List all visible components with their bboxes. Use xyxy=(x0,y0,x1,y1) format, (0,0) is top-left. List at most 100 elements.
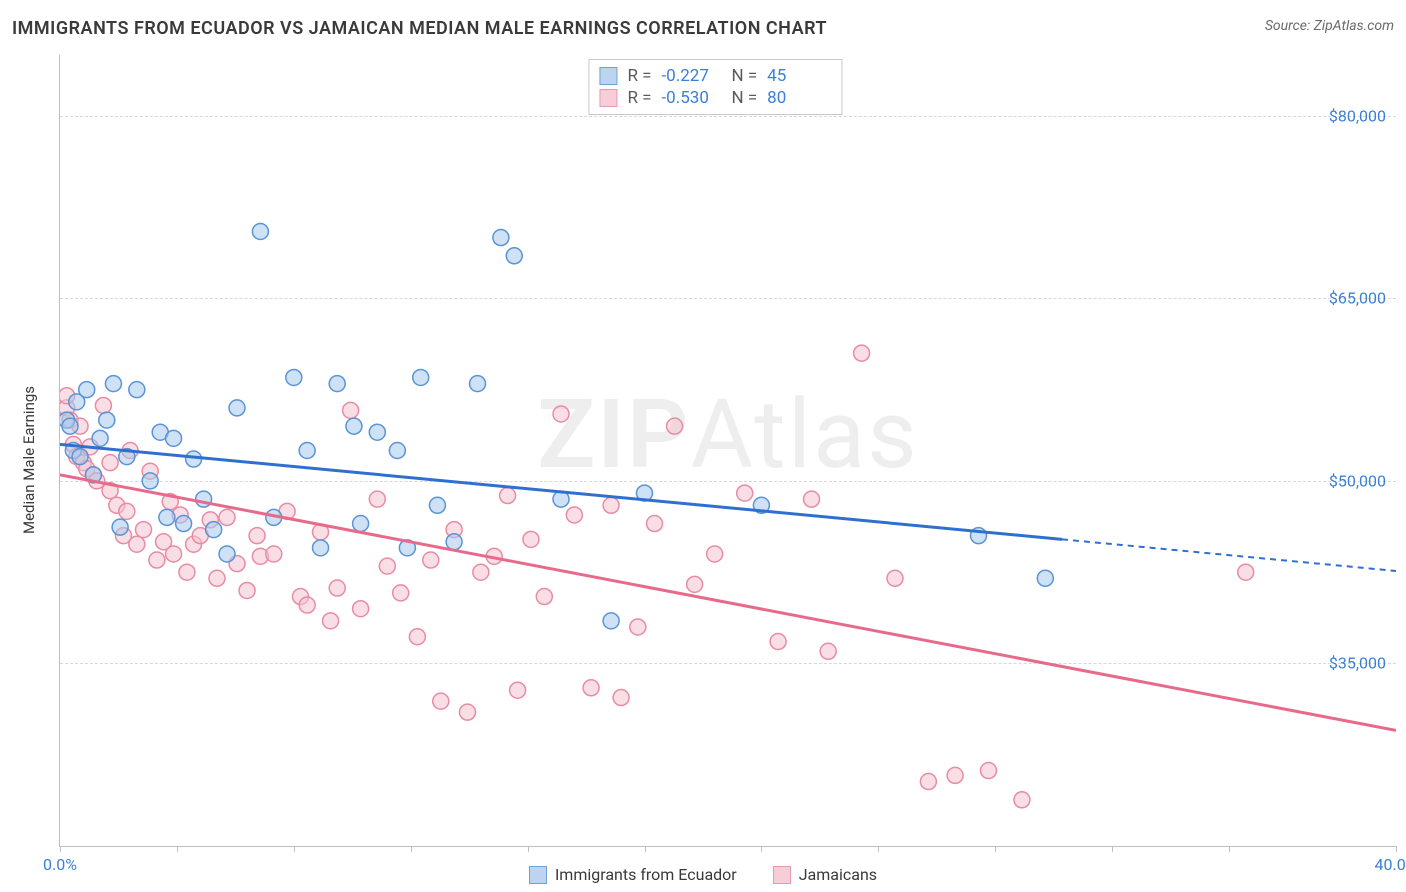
correlation-stats-box: R = -0.227 N = 45 R = -0.530 N = 80 xyxy=(588,59,842,115)
data-point xyxy=(323,613,339,629)
plot-area: Median Male Earnings ZIPAtlas R = -0.227… xyxy=(47,55,1396,847)
x-tick xyxy=(294,846,295,852)
data-point xyxy=(136,522,152,538)
data-point xyxy=(770,634,786,650)
data-point xyxy=(413,369,429,385)
data-point xyxy=(105,376,121,392)
data-point xyxy=(112,519,128,535)
data-point xyxy=(62,418,78,434)
legend-item-series2: Jamaicans xyxy=(773,865,877,884)
x-tick xyxy=(60,846,61,852)
data-point xyxy=(92,430,108,446)
x-tick xyxy=(1229,846,1230,852)
data-point xyxy=(470,376,486,392)
data-point xyxy=(79,382,95,398)
data-point xyxy=(429,497,445,513)
r-value: -0.530 xyxy=(661,88,721,108)
series1-swatch-icon xyxy=(599,67,617,85)
data-point xyxy=(613,690,629,706)
data-point xyxy=(506,248,522,264)
data-point xyxy=(313,540,329,556)
data-point xyxy=(409,629,425,645)
data-point xyxy=(95,397,111,413)
series2-swatch-icon xyxy=(599,89,617,107)
source-name: ZipAtlas.com xyxy=(1314,18,1394,34)
data-point xyxy=(179,564,195,580)
data-point xyxy=(299,597,315,613)
data-point xyxy=(353,601,369,617)
data-point xyxy=(159,509,175,525)
y-axis-label: Median Male Earnings xyxy=(20,386,38,534)
scatter-svg xyxy=(60,55,1396,846)
data-point xyxy=(206,522,222,538)
data-point xyxy=(129,536,145,552)
data-point xyxy=(920,774,936,790)
data-point xyxy=(566,507,582,523)
data-point xyxy=(707,546,723,562)
series2-swatch-icon xyxy=(773,866,791,884)
data-point xyxy=(500,488,516,504)
legend-label: Jamaicans xyxy=(799,865,877,884)
data-point xyxy=(299,443,315,459)
data-point xyxy=(1014,792,1030,808)
data-point xyxy=(343,402,359,418)
data-point xyxy=(820,643,836,659)
bottom-legend: Immigrants from Ecuador Jamaicans xyxy=(0,865,1406,884)
data-point xyxy=(459,704,475,720)
data-point xyxy=(446,534,462,550)
data-point xyxy=(603,497,619,513)
data-point xyxy=(166,546,182,562)
data-point xyxy=(239,582,255,598)
data-point xyxy=(393,585,409,601)
x-tick xyxy=(878,846,879,852)
data-point xyxy=(804,491,820,507)
data-point xyxy=(346,418,362,434)
trend-line xyxy=(1062,539,1396,571)
n-value: 45 xyxy=(767,66,827,86)
trend-line xyxy=(60,475,1396,731)
data-point xyxy=(473,564,489,580)
data-point xyxy=(536,589,552,605)
data-point xyxy=(981,763,997,779)
chart-container: IMMIGRANTS FROM ECUADOR VS JAMAICAN MEDI… xyxy=(0,0,1406,892)
x-tick xyxy=(411,846,412,852)
n-value: 80 xyxy=(767,88,827,108)
data-point xyxy=(129,382,145,398)
data-point xyxy=(1037,570,1053,586)
chart-title: IMMIGRANTS FROM ECUADOR VS JAMAICAN MEDI… xyxy=(12,18,827,39)
x-tick xyxy=(177,846,178,852)
data-point xyxy=(493,230,509,246)
y-tick-label: $35,000 xyxy=(1329,654,1386,673)
n-label: N = xyxy=(731,88,757,108)
data-point xyxy=(119,503,135,519)
data-point xyxy=(647,516,663,532)
data-point xyxy=(433,693,449,709)
stat-row: R = -0.530 N = 80 xyxy=(599,88,827,108)
x-tick xyxy=(761,846,762,852)
source-citation: Source: ZipAtlas.com xyxy=(1265,18,1394,34)
data-point xyxy=(266,546,282,562)
r-value: -0.227 xyxy=(661,66,721,86)
data-point xyxy=(369,424,385,440)
data-point xyxy=(630,619,646,635)
data-point xyxy=(176,516,192,532)
data-point xyxy=(667,418,683,434)
x-tick xyxy=(528,846,529,852)
data-point xyxy=(99,412,115,428)
data-point xyxy=(389,443,405,459)
r-label: R = xyxy=(627,88,651,108)
header: IMMIGRANTS FROM ECUADOR VS JAMAICAN MEDI… xyxy=(12,18,1394,39)
x-tick xyxy=(1112,846,1113,852)
plot: ZIPAtlas R = -0.227 N = 45 R = -0.530 N … xyxy=(59,55,1396,847)
data-point xyxy=(510,682,526,698)
data-point xyxy=(72,449,88,465)
data-point xyxy=(854,345,870,361)
data-point xyxy=(249,528,265,544)
data-point xyxy=(219,509,235,525)
data-point xyxy=(102,455,118,471)
data-point xyxy=(583,680,599,696)
data-point xyxy=(947,767,963,783)
data-point xyxy=(553,406,569,422)
data-point xyxy=(329,376,345,392)
x-tick xyxy=(645,846,646,852)
